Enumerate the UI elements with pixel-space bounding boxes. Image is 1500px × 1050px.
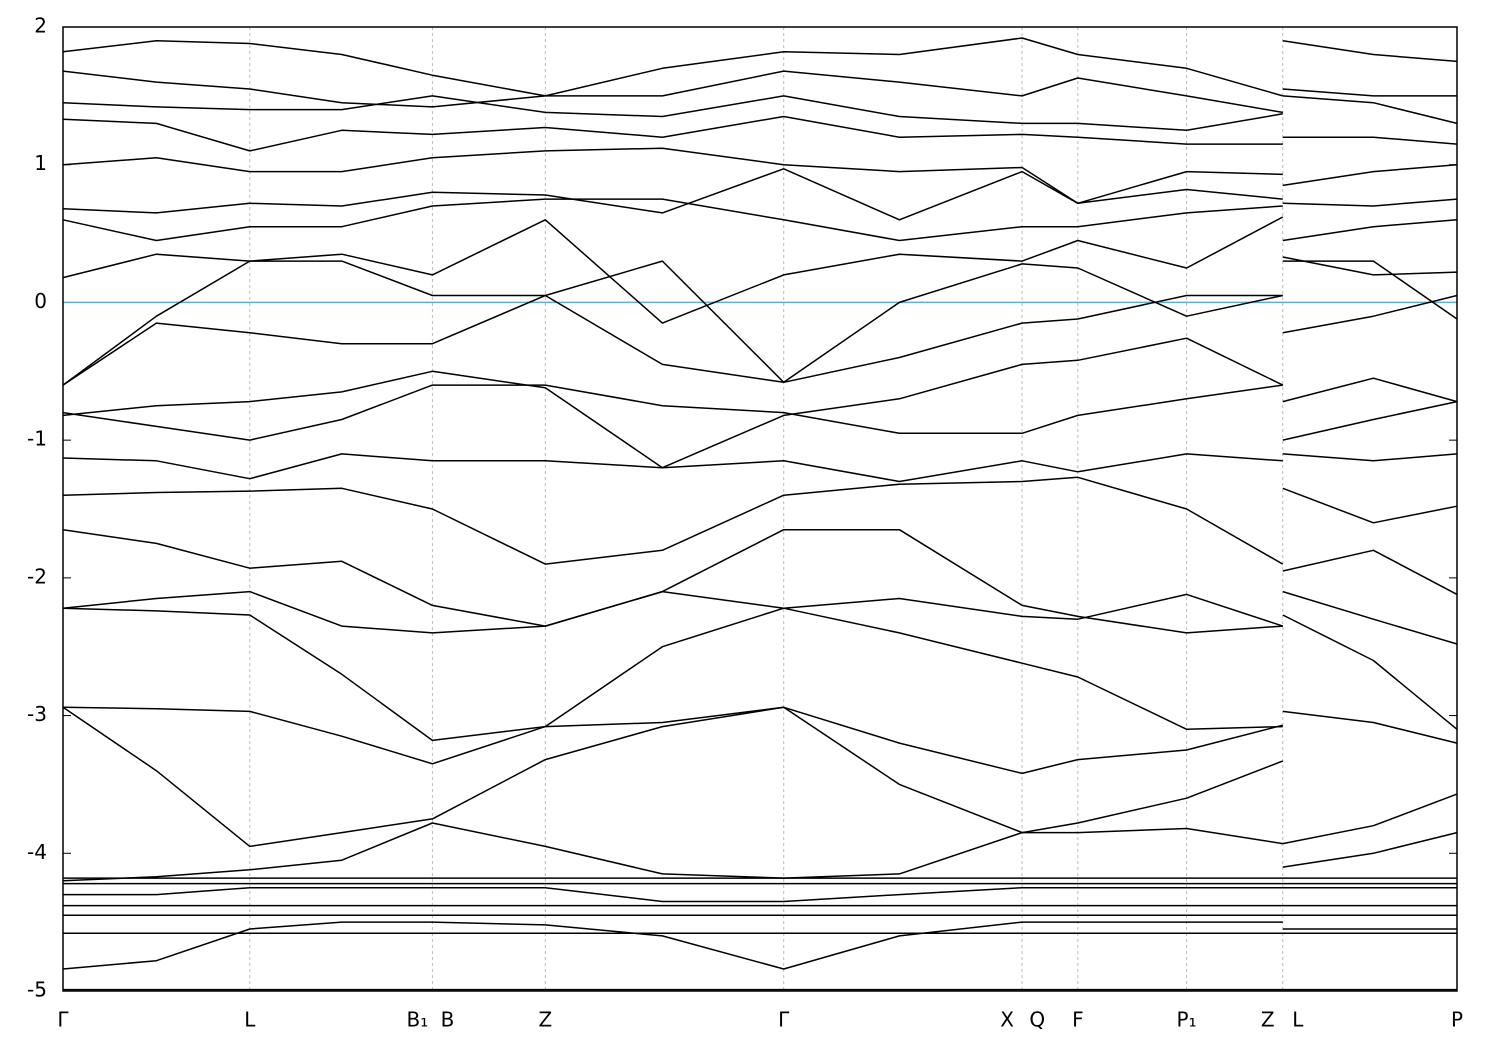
band-line (62, 95, 1458, 132)
band-line (63, 886, 1457, 903)
y-tick-label: -3 (27, 702, 47, 726)
y-tick-label: 1 (34, 151, 47, 175)
y-tick-label: -4 (27, 840, 47, 864)
x-tick-label: P (1451, 1008, 1463, 1032)
x-tick-label: B₁ (407, 1008, 429, 1032)
band-line (62, 70, 1457, 114)
band-line (62, 198, 1458, 242)
x-tick-label: P₁ (1177, 1008, 1197, 1032)
x-tick-label: Q (1029, 1008, 1045, 1032)
y-tick-label: -5 (27, 978, 47, 1002)
y-tick-label: -1 (27, 427, 47, 451)
band-line (62, 706, 1458, 775)
band-line (62, 528, 1458, 634)
band-line (62, 476, 1458, 565)
band-line (62, 337, 1458, 469)
band-line (62, 168, 1458, 221)
band-line (62, 384, 1458, 441)
band-line (62, 921, 1457, 970)
band-line (62, 294, 1458, 386)
x-tick-label: L (244, 1008, 256, 1032)
x-tick-label: Z (1261, 1008, 1275, 1032)
y-tick-label: 0 (34, 289, 47, 313)
plot-frame (62, 26, 1458, 992)
x-tick-label: Z (538, 1008, 552, 1032)
band-line (62, 37, 1458, 97)
x-tick-label: B (441, 1008, 455, 1032)
x-tick-label: L (1292, 1008, 1304, 1032)
x-tick-label: X (1000, 1008, 1014, 1032)
x-tick-label: Γ (778, 1008, 790, 1032)
band-line (62, 216, 1458, 324)
x-tick-label: Γ (57, 1008, 69, 1032)
band-line (62, 607, 1458, 742)
band-line (62, 147, 1458, 205)
y-tick-label: -2 (27, 564, 47, 588)
band-line (62, 453, 1458, 483)
band-line (62, 115, 1458, 152)
band-line (62, 260, 1458, 386)
y-tick-label: 2 (34, 14, 47, 38)
x-tick-label: F (1072, 1008, 1084, 1032)
band-line (62, 590, 1458, 645)
band-line (62, 760, 1458, 882)
band-line (62, 706, 1458, 848)
